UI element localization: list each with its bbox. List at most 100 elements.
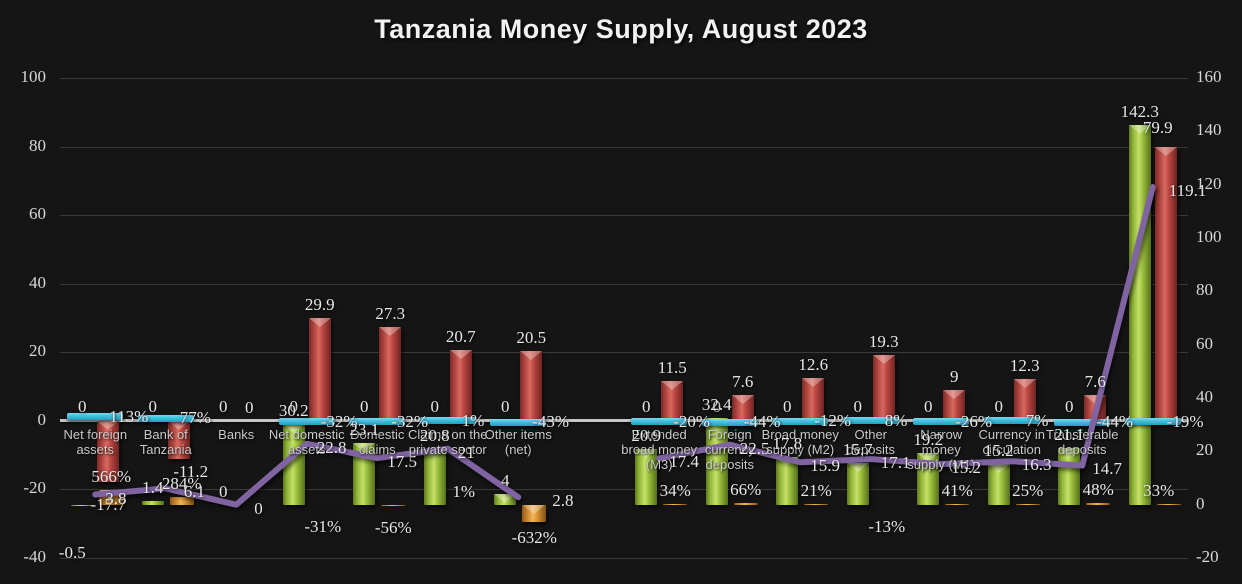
orange-bar-label: -56% [374, 518, 412, 538]
orange-bar-label: 21% [800, 481, 832, 501]
red-bar [449, 349, 472, 421]
cyan-series-label: -44% [1096, 412, 1134, 432]
green-bar-label: 4 [501, 471, 510, 490]
red-bar-label: 20.7 [445, 326, 476, 346]
zero-label: 0 [783, 397, 792, 416]
left-axis-tick: -20 [23, 478, 46, 498]
cyan-series-label: -44% [743, 412, 781, 432]
gridline [60, 352, 1188, 354]
cyan-dash-marker [1054, 418, 1111, 426]
purple-series-label: 15.2 [951, 458, 981, 478]
purple-series-label: 3.8 [105, 488, 127, 508]
orange-bar [1156, 503, 1181, 505]
zero-label: 0 [360, 397, 369, 416]
red-bar-label: 9 [950, 367, 959, 386]
green-bar [423, 449, 446, 505]
cyan-dash-marker [983, 417, 1040, 425]
red-bar [97, 420, 120, 482]
green-bar [282, 424, 305, 505]
category-label: Broad money supply (M2) [761, 427, 839, 457]
green-bar-label: -0.5 [58, 543, 86, 562]
cyan-series-label: -26% [955, 411, 993, 431]
red-bar-label: 7.6 [732, 371, 754, 391]
bar-top-bevel [1084, 394, 1107, 404]
right-axis-tick: 100 [1196, 227, 1222, 246]
orange-bar-label: 34% [659, 480, 691, 500]
cyan-series-label: 8% [884, 410, 908, 430]
red-bar-label: 12.6 [798, 354, 829, 374]
category-label: Net domestic assets [268, 427, 345, 457]
green-bar-label: 15.7 [842, 439, 873, 459]
gridline [60, 558, 1188, 559]
left-axis-tick: 100 [20, 67, 47, 86]
green-bar-label: 21.1 [1054, 425, 1085, 445]
left-axis-tick: 60 [29, 204, 46, 224]
zero-label: 0 [78, 397, 87, 416]
category-label: Bank of Tanzania [139, 427, 192, 457]
cyan-series-label: 1% [461, 410, 485, 430]
purple-series-label: 17.1 [880, 453, 911, 473]
orange-bar [1015, 504, 1040, 505]
bar-top-bevel [423, 449, 446, 459]
zero-label: 0 [853, 397, 863, 416]
red-bar-label: 20.5 [516, 327, 547, 347]
orange-bar-label: 566% [91, 466, 132, 486]
right-axis-tick: 80 [1196, 280, 1213, 300]
green-bar [71, 504, 94, 506]
green-bar [141, 500, 164, 505]
cyan-dash-marker [490, 418, 547, 426]
orange-bar [522, 504, 547, 522]
category-label: Other items (net) [484, 427, 552, 457]
green-bar-label: 1.4 [142, 477, 164, 497]
red-bar-label: 12.3 [1009, 355, 1040, 375]
zero-label: 0 [994, 397, 1004, 416]
right-axis-tick: 0 [1196, 493, 1205, 513]
purple-series-label: 2.8 [552, 491, 574, 511]
orange-bar-label: 48% [1082, 480, 1114, 500]
purple-series-label: 15.9 [810, 456, 840, 476]
zero-label: 0 [219, 397, 228, 416]
gridline [60, 489, 1188, 491]
green-bar-label: 30.2 [278, 401, 309, 421]
orange-bar-label: 33% [1143, 480, 1175, 500]
red-bar [520, 350, 543, 421]
red-bar-label: 19.3 [868, 331, 899, 351]
orange-bar-label: 1% [452, 481, 476, 501]
green-bar-label: 19.2 [913, 430, 944, 450]
bar-top-bevel [731, 394, 754, 404]
zero-label: 0 [1065, 397, 1074, 416]
bar-top-bevel [1128, 125, 1151, 135]
left-axis-tick: 40 [29, 272, 46, 292]
cyan-series-label: -32% [320, 411, 358, 431]
cyan-series-label: -43% [532, 412, 570, 432]
red-bar [802, 377, 825, 421]
bar-top-bevel [987, 464, 1010, 474]
red-bar-label: 79.9 [1142, 117, 1173, 137]
red-bar [1013, 378, 1036, 421]
cyan-dash-marker [772, 417, 829, 425]
green-bar [635, 448, 658, 505]
orange-bar-label: 66% [730, 479, 762, 499]
red-bar-label: 27.3 [375, 304, 406, 324]
green-bar-label: 32.4 [701, 395, 732, 415]
cyan-series-label: 7% [1025, 410, 1049, 430]
bar-top-bevel [97, 420, 120, 430]
bar-top-bevel [943, 390, 966, 399]
red-bar [308, 318, 331, 421]
purple-series-label: 0 [254, 498, 263, 518]
green-bar-label: 23.1 [349, 420, 380, 440]
category-label: Transferable deposits [1046, 427, 1119, 457]
orange-bar [381, 504, 406, 507]
orange-bar [804, 504, 829, 505]
bar-top-bevel [449, 349, 472, 359]
red-bar [731, 394, 754, 421]
orange-bar [1086, 503, 1111, 505]
cyan-series-label: 113% [109, 406, 149, 426]
orange-bar [310, 504, 335, 506]
bar-top-bevel [282, 424, 305, 434]
left-axis-tick: -40 [23, 547, 46, 566]
purple-series-label: 16.3 [1021, 455, 1052, 475]
green-bar-label: 15.2 [983, 441, 1014, 461]
bar-top-bevel [523, 504, 546, 514]
purple-series-label: 21 [457, 442, 475, 462]
